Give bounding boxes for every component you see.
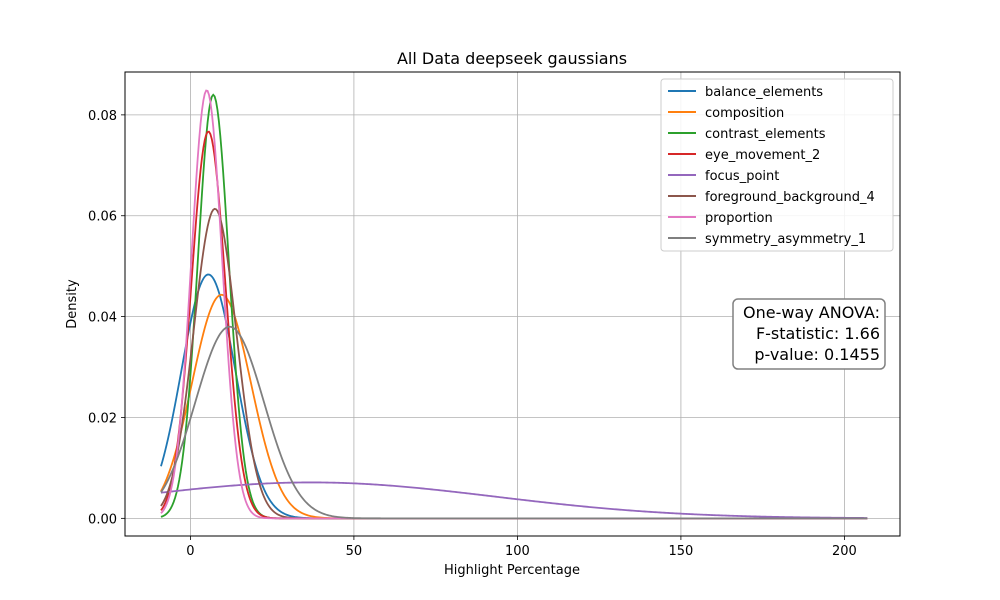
anova-p-value: p-value: 0.1455 — [754, 345, 880, 364]
anova-annotation: One-way ANOVA: F-statistic: 1.66 p-value… — [732, 298, 886, 370]
series-line-symmetry-asymmetry-1 — [160, 325, 868, 520]
y-ticks: 0.00 0.02 0.04 0.06 0.08 — [88, 109, 125, 527]
x-tick-label: 150 — [668, 544, 693, 559]
y-tick-label: 0.06 — [88, 210, 117, 225]
legend-label: symmetry_asymmetry_1 — [705, 232, 866, 247]
y-tick-label: 0.00 — [88, 512, 117, 527]
x-tick-label: 100 — [505, 544, 530, 559]
anova-f-statistic: F-statistic: 1.66 — [756, 324, 880, 343]
legend-label: foreground_background_4 — [705, 190, 875, 205]
series-line-focus-point — [160, 481, 868, 519]
legend-label: proportion — [705, 211, 773, 226]
x-tick-label: 200 — [832, 544, 857, 559]
plot-frame — [124, 71, 901, 537]
chart-title: All Data deepseek gaussians — [397, 49, 627, 68]
x-ticks: 0 50 100 150 200 — [186, 536, 857, 559]
legend-label: contrast_elements — [705, 127, 826, 142]
y-tick-label: 0.02 — [88, 411, 117, 426]
legend-box — [660, 78, 894, 252]
x-tick-label: 0 — [186, 544, 194, 559]
legend-label: composition — [705, 106, 784, 121]
legend-label: eye_movement_2 — [705, 148, 820, 163]
legend: balance_elements composition contrast_elem… — [660, 78, 894, 252]
series-group — [160, 89, 868, 520]
x-tick-label: 50 — [346, 544, 363, 559]
y-axis-label: Density — [65, 279, 80, 329]
legend-label: focus_point — [705, 169, 779, 184]
anova-box-frame — [732, 298, 886, 370]
y-tick-label: 0.08 — [88, 109, 117, 124]
x-axis-label: Highlight Percentage — [444, 563, 580, 578]
legend-label: balance_elements — [705, 85, 823, 100]
y-tick-label: 0.04 — [88, 311, 117, 326]
anova-title: One-way ANOVA: — [743, 303, 880, 322]
